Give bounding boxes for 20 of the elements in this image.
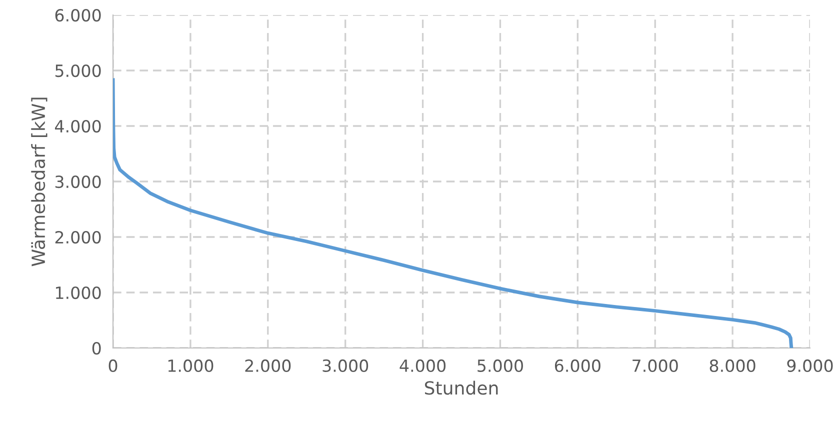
x-tick-label: 1.000 [168, 359, 214, 372]
y-tick-label: 2.000 [55, 230, 101, 244]
x-axis-title: Stunden [424, 380, 498, 395]
y-tick-label: 5.000 [55, 64, 101, 78]
y-tick-label: 6.000 [55, 8, 101, 22]
y-axis-title: Wärmebedarf [kW] [31, 98, 48, 266]
x-tick-label: 7.000 [632, 359, 678, 372]
x-tick-label: 3.000 [322, 359, 368, 372]
y-tick-label: 0 [92, 342, 101, 355]
line-series [113, 78, 794, 348]
y-tick-label: 4.000 [54, 120, 101, 133]
x-tick-label: 8.000 [710, 359, 756, 372]
x-tick-label: 5.000 [478, 359, 523, 372]
x-tick-label: 2.000 [245, 359, 291, 372]
x-tick-label: 6.000 [554, 359, 600, 372]
x-tick-label: 4.000 [400, 359, 446, 372]
x-tick-label: 9.000 [787, 359, 833, 372]
y-tick-label: 1.000 [56, 286, 101, 300]
y-tick-label: 3.000 [55, 175, 101, 188]
x-tick-label: 0 [108, 359, 118, 372]
